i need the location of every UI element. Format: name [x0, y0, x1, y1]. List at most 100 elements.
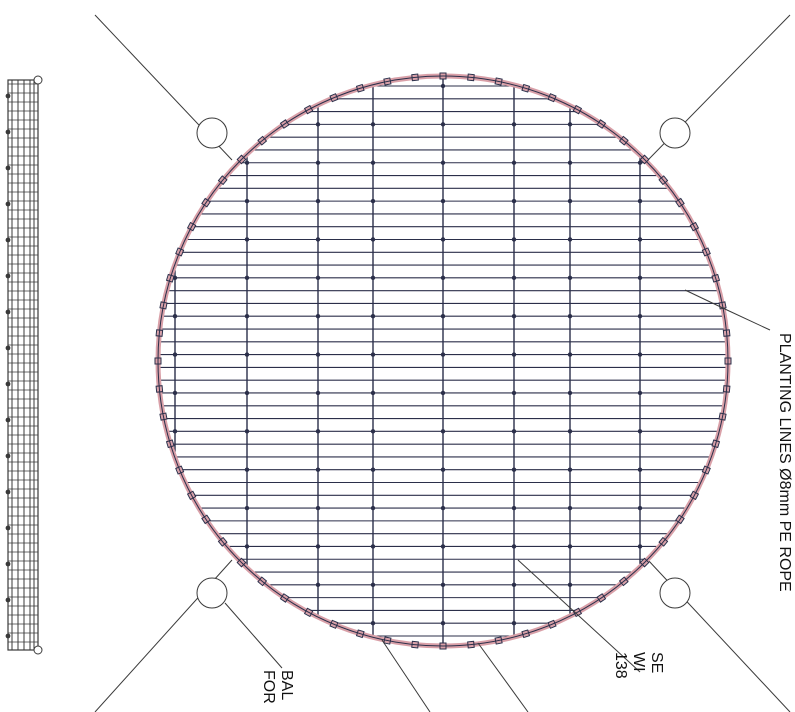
grid-node [370, 160, 376, 165]
side-node [5, 309, 11, 315]
grid-node [567, 429, 573, 434]
ring-clamp [521, 629, 531, 639]
ring-clamp [165, 273, 175, 283]
ring-clamp [155, 385, 164, 393]
grid-node [370, 429, 376, 434]
ring-clamp [618, 576, 629, 587]
planting-lines-text: PLANTING LINES Ø8mm PE ROPE [776, 333, 793, 592]
grid-node [567, 390, 573, 396]
grid-node [315, 505, 321, 511]
grid-node [637, 198, 643, 204]
grid-node [637, 505, 643, 511]
ring-clamp [383, 77, 392, 86]
ring-clamp [711, 273, 721, 283]
grid-node [637, 237, 643, 242]
grid-node [172, 390, 178, 396]
grid-node [511, 621, 517, 626]
grid-node [244, 467, 250, 472]
ballast-label-2: FOR [260, 670, 277, 704]
grid-node [637, 314, 643, 319]
ring-clamp [658, 536, 669, 547]
grid-node [637, 429, 643, 434]
ring-clamp [572, 607, 583, 618]
ring-clamp [303, 104, 314, 115]
ring-clamp [329, 619, 339, 629]
side-node [5, 489, 11, 495]
side-node [5, 525, 11, 531]
grid-node [511, 160, 517, 165]
grid-node [244, 160, 250, 165]
grid-node [440, 390, 446, 396]
planting-lines-grid [160, 78, 726, 644]
grid-node [244, 352, 250, 357]
ring-clamp [236, 557, 247, 568]
grid-node [244, 544, 250, 549]
grid-node [511, 582, 517, 588]
ring-clamp [201, 197, 211, 208]
ring-clamp [236, 154, 247, 165]
grid-node [315, 429, 321, 434]
seam-text-line-2: WI [630, 652, 647, 672]
ring-clamp [689, 221, 700, 232]
grid-node [637, 467, 643, 472]
ballast-text-line-2: FOR [260, 670, 277, 704]
grid-node [244, 275, 250, 281]
grid-node [172, 352, 178, 357]
ring-clamp [439, 72, 447, 80]
grid-node [567, 198, 573, 204]
ballast-label: BAL [278, 670, 295, 700]
ring-clamp [718, 412, 727, 421]
ring-clamp [159, 412, 168, 421]
ring-clamp [722, 385, 731, 393]
grid-node [244, 314, 250, 319]
ring-clamp [689, 490, 700, 501]
ring-clamp [596, 593, 607, 603]
grid-node [567, 544, 573, 549]
grid-node [637, 544, 643, 549]
side-elevation-view [5, 75, 43, 655]
grid-node [567, 582, 573, 588]
grid-node [511, 390, 517, 396]
ring-clamp [494, 77, 503, 86]
grid-node [440, 505, 446, 511]
grid-node [440, 314, 446, 319]
grid-node [440, 582, 446, 588]
seam-label-3: 138 [612, 652, 629, 679]
ring-clamp [165, 439, 175, 449]
ring-clamp [411, 73, 419, 82]
grid-node [637, 352, 643, 357]
ring-clamp [186, 490, 197, 501]
grid-node [567, 160, 573, 165]
seam-label-2: WI [630, 652, 647, 672]
ring-clamp [279, 593, 290, 603]
ring-clamp [355, 629, 365, 639]
seam-text-line-1: SE [648, 652, 665, 673]
ring-clamp [467, 73, 475, 82]
bottom-leader-1 [381, 639, 431, 712]
side-node [5, 417, 11, 423]
ballast-text-line-1: BAL [278, 670, 295, 700]
grid-node [440, 160, 446, 165]
grid-node [315, 160, 321, 165]
grid-node [511, 314, 517, 319]
grid-node [637, 275, 643, 281]
grid-node [567, 275, 573, 281]
floating-ring [154, 72, 732, 650]
ring-clamp [175, 465, 185, 475]
planting-lines-label: PLANTING LINES Ø8mm PE ROPE [776, 333, 793, 592]
ring-clamp [411, 640, 419, 649]
ring-clamp [439, 642, 447, 650]
grid-node [315, 467, 321, 472]
grid-node [567, 122, 573, 127]
grid-node [244, 390, 250, 396]
grid-node [440, 352, 446, 357]
grid-node [511, 198, 517, 204]
mooring-lines [94, 14, 791, 712]
ring-clamp [572, 104, 583, 115]
ring-clamp [724, 357, 732, 365]
seam-text-line-3: 138 [612, 652, 629, 679]
ballast-leader [224, 602, 283, 669]
ring-clamp [658, 175, 669, 186]
grid-node [370, 237, 376, 242]
mooring-buoy [659, 117, 691, 149]
